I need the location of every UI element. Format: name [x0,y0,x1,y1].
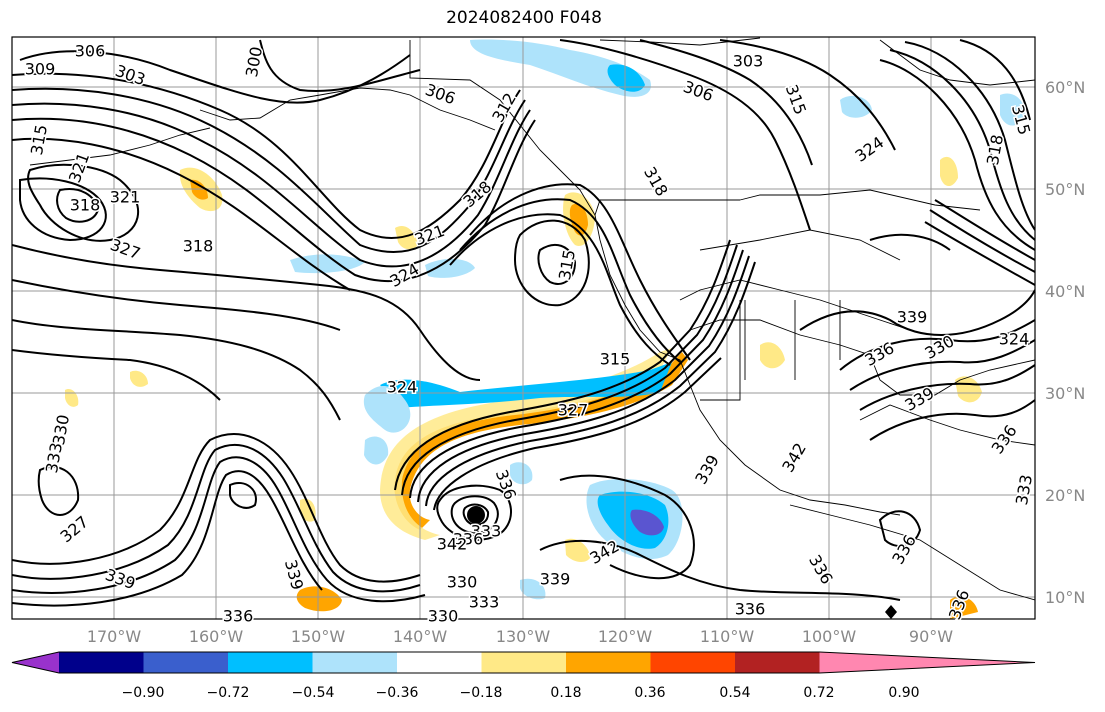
lon-label-150w: 150°W [291,627,346,646]
colorbar-tick: 0.90 [888,685,919,701]
lat-label-30: 30°N [1045,384,1085,403]
colorbar-extend-high [819,652,1035,673]
colorbar-tick: −0.54 [292,685,335,701]
colorbar-segment [228,652,313,673]
contour-label: 324 [387,378,418,397]
contour-label: 318 [183,237,214,256]
contour-label: 330 [428,607,459,626]
contour-label: 318 [70,196,101,215]
contour-label: 336 [223,607,254,626]
contour-label: 342 [437,535,468,554]
lon-label-170w: 170°W [87,627,142,646]
lat-label-60: 60°N [1045,78,1085,97]
colorbar-tick: −0.36 [376,685,419,701]
jet-shading-blue [380,362,672,408]
colorbar-tick: 0.18 [550,685,581,701]
shading-yellow-d [395,225,418,250]
shading-lightblue-c [425,258,475,278]
shading-lightblue-top [470,39,651,97]
shading-layer [65,39,1025,619]
colorbar-outline [11,651,1036,674]
lon-label-110w: 110°W [700,627,755,646]
colorbar-extend-low [12,652,59,673]
lat-label-40: 40°N [1045,282,1085,301]
colorbar-tick: −0.72 [207,685,250,701]
shading-lightblue-d [840,95,872,118]
lon-label-100w: 100°W [802,627,857,646]
longitude-labels: 170°W 160°W 150°W 140°W 130°W 120°W 110°… [87,627,953,646]
contour-label: 336 [735,600,766,619]
colorbar-ticks: −0.90 −0.72 −0.54 −0.36 −0.18 0.18 0.36 … [122,685,920,701]
colorbar-segment [650,652,736,673]
colorbar-segment [566,652,651,673]
shading-lightblue-h [520,578,546,600]
contours [12,39,1035,607]
colorbar-tick: 0.54 [719,685,750,701]
colorbar-segment [143,652,229,673]
small-marker [885,605,897,619]
lon-label-160w: 160°W [189,627,244,646]
lon-label-140w: 140°W [393,627,448,646]
shading-yellow-c [565,538,590,562]
colorbar-segment [481,652,567,673]
shading-orange-d [950,596,978,619]
colorbar-segment [735,652,820,673]
shading-yellow-g [940,156,958,187]
lat-label-20: 20°N [1045,486,1085,505]
shading-blue-top [607,64,645,92]
lon-label-90w: 90°W [909,627,953,646]
colorbar-tick: −0.18 [460,685,503,701]
shading-lightblue-g [510,462,533,485]
map-frame [11,36,1036,620]
coastlines [29,37,1035,601]
contour-label: 339 [897,308,928,327]
contour-label: 336 [453,530,484,549]
contour-label: 303 [733,52,764,71]
contour-label: 315 [600,350,631,369]
shading-lightblue-f [364,436,389,465]
colorbar-segment [59,652,144,673]
storm-center-marker [467,506,485,524]
shading-lightblue-a [363,385,411,433]
latitude-labels: 60°N 50°N 40°N 30°N 20°N 10°N [1045,78,1085,607]
lon-label-120w: 120°W [598,627,653,646]
contour-label: 321 [110,188,141,207]
lat-label-50: 50°N [1045,180,1085,199]
map-title: 2024082400 F048 [446,8,602,28]
colorbar-tick: −0.90 [122,685,165,701]
contour-label: 333 [469,593,500,612]
contour-label: 309 [25,60,56,79]
contour-label: 330 [447,573,478,592]
contour-label: 333 [471,522,502,541]
contour-label: 339 [540,570,571,589]
colorbar [11,651,1036,674]
shading-yellow-e [760,342,785,369]
colorbar-segment [312,652,398,673]
shading-yellow-i [130,370,148,387]
lat-label-10: 10°N [1045,588,1085,607]
graticule [12,37,1035,619]
shading-orange-c [296,586,342,612]
contour-label: 327 [558,401,589,420]
shading-purple-gulf [630,509,664,536]
shading-yellow-h [300,498,316,522]
colorbar-tick: 0.72 [803,685,834,701]
shading-lightblue-e [1000,93,1025,126]
contour-label: 324 [999,330,1030,349]
shading-orange-b [190,179,208,200]
colorbar-tick: 0.36 [634,685,665,701]
colorbar-segment [397,652,482,673]
contour-label: 306 [75,42,106,61]
lon-label-130w: 130°W [496,627,551,646]
